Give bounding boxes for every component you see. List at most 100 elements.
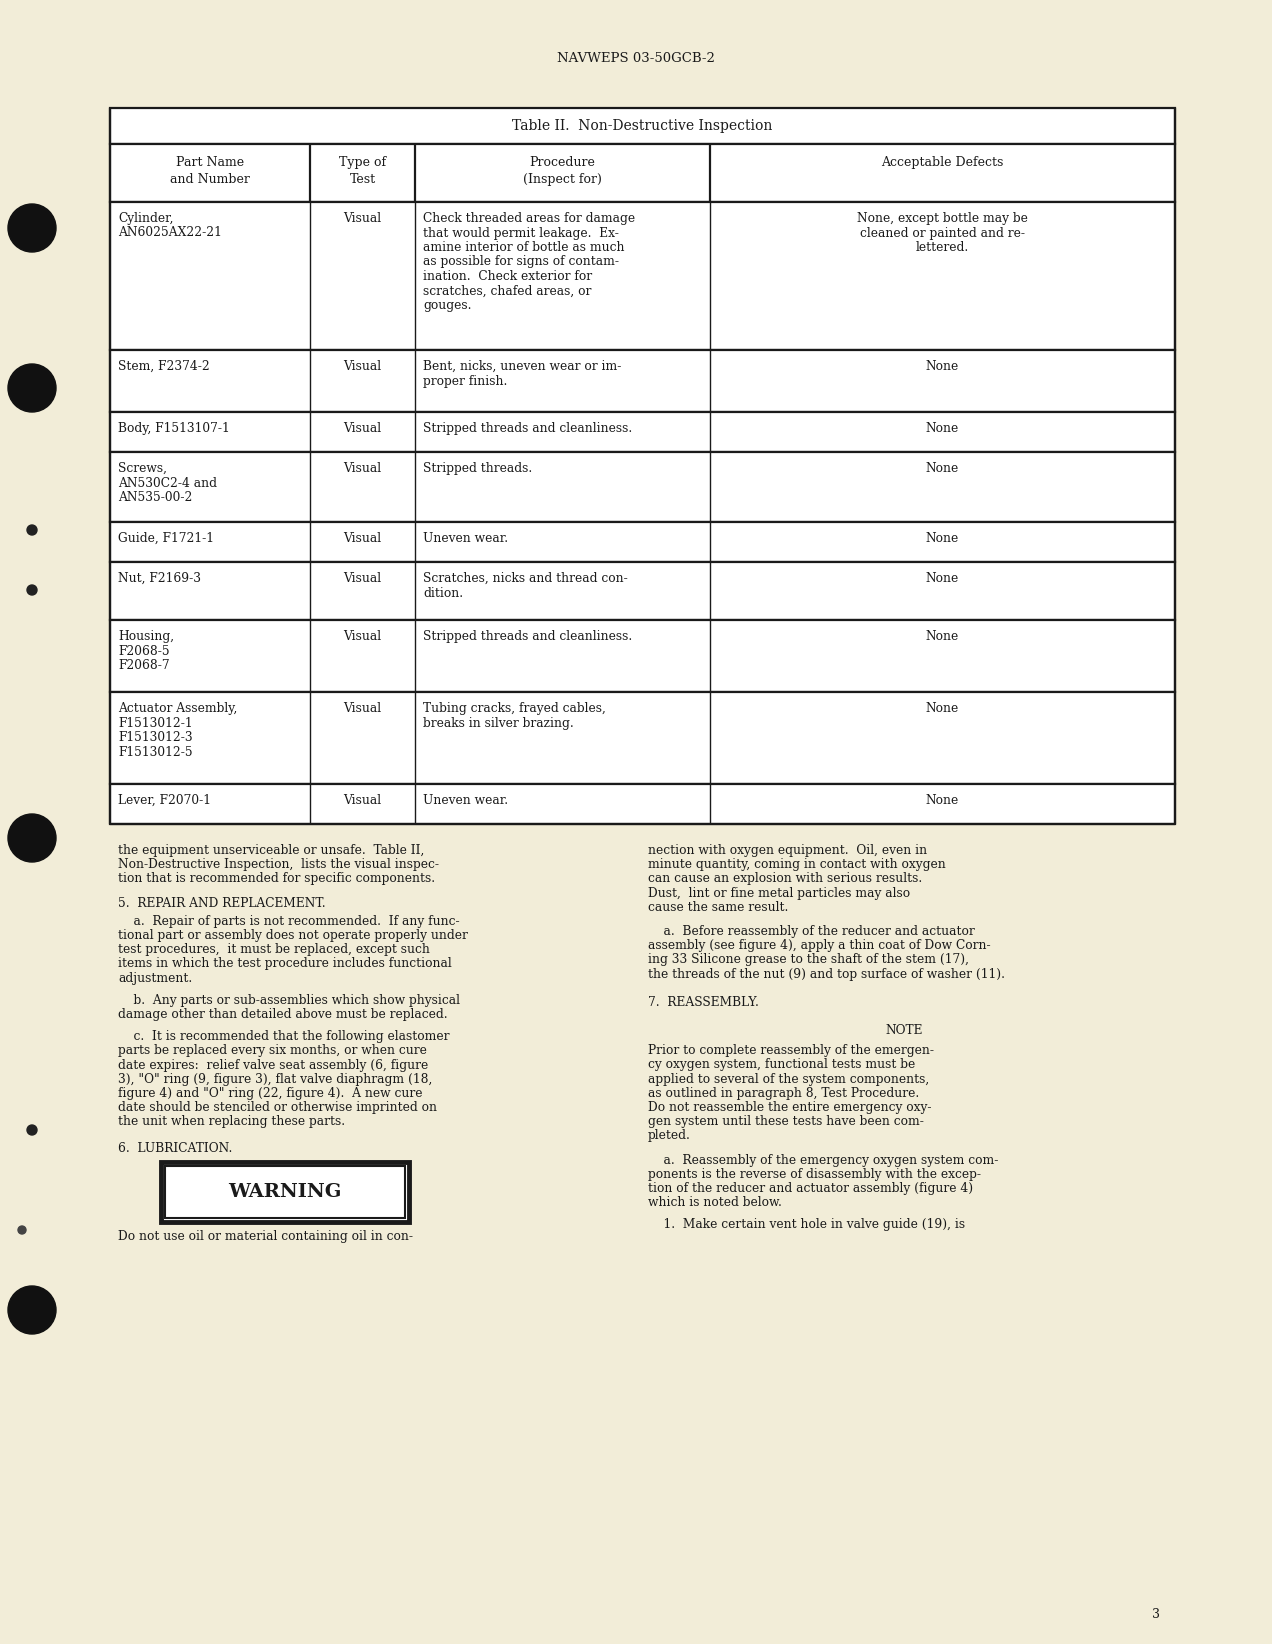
Text: NAVWEPS 03-50GCB-2: NAVWEPS 03-50GCB-2 — [557, 53, 715, 66]
Text: that would permit leakage.  Ex-: that would permit leakage. Ex- — [424, 227, 619, 240]
Circle shape — [8, 814, 56, 861]
Text: lettered.: lettered. — [916, 242, 969, 255]
Text: which is noted below.: which is noted below. — [647, 1197, 782, 1210]
Text: tion of the reducer and actuator assembly (figure 4): tion of the reducer and actuator assembl… — [647, 1182, 973, 1195]
Text: None: None — [926, 462, 959, 475]
Text: Uneven wear.: Uneven wear. — [424, 794, 508, 807]
Text: None: None — [926, 423, 959, 436]
Text: the equipment unserviceable or unsafe.  Table II,: the equipment unserviceable or unsafe. T… — [118, 843, 425, 857]
Text: Visual: Visual — [343, 630, 382, 643]
Circle shape — [27, 524, 37, 534]
Text: as possible for signs of contam-: as possible for signs of contam- — [424, 255, 619, 268]
Bar — [109, 109, 1175, 145]
Text: F1513012-5: F1513012-5 — [118, 745, 192, 758]
Text: cleaned or painted and re-: cleaned or painted and re- — [860, 227, 1025, 240]
Text: Acceptable Defects: Acceptable Defects — [881, 156, 1004, 169]
Text: the unit when replacing these parts.: the unit when replacing these parts. — [118, 1115, 345, 1128]
Text: AN530C2-4 and: AN530C2-4 and — [118, 477, 218, 490]
Text: Visual: Visual — [343, 360, 382, 373]
Text: Dust,  lint or fine metal particles may also: Dust, lint or fine metal particles may a… — [647, 886, 911, 899]
Text: tion that is recommended for specific components.: tion that is recommended for specific co… — [118, 873, 435, 886]
Text: assembly (see figure 4), apply a thin coat of Dow Corn-: assembly (see figure 4), apply a thin co… — [647, 939, 991, 952]
Text: 3: 3 — [1152, 1608, 1160, 1621]
Bar — [109, 523, 1175, 562]
Text: Do not reassemble the entire emergency oxy-: Do not reassemble the entire emergency o… — [647, 1101, 931, 1115]
Text: b.  Any parts or sub-assemblies which show physical: b. Any parts or sub-assemblies which sho… — [118, 995, 460, 1006]
Text: parts be replaced every six months, or when cure: parts be replaced every six months, or w… — [118, 1044, 427, 1057]
Text: Bent, nicks, uneven wear or im-: Bent, nicks, uneven wear or im- — [424, 360, 622, 373]
Text: None: None — [926, 533, 959, 546]
Bar — [109, 784, 1175, 824]
Bar — [109, 620, 1175, 692]
Text: None: None — [926, 572, 959, 585]
Text: cy oxygen system, functional tests must be: cy oxygen system, functional tests must … — [647, 1059, 916, 1072]
Text: damage other than detailed above must be replaced.: damage other than detailed above must be… — [118, 1008, 448, 1021]
Text: Actuator Assembly,: Actuator Assembly, — [118, 702, 238, 715]
Bar — [109, 413, 1175, 452]
Text: F2068-7: F2068-7 — [118, 659, 169, 672]
Text: items in which the test procedure includes functional: items in which the test procedure includ… — [118, 957, 452, 970]
Text: None: None — [926, 630, 959, 643]
Text: Do not use oil or material containing oil in con-: Do not use oil or material containing oi… — [118, 1230, 413, 1243]
Circle shape — [18, 1226, 25, 1235]
Text: applied to several of the system components,: applied to several of the system compone… — [647, 1072, 930, 1085]
Text: cause the same result.: cause the same result. — [647, 901, 789, 914]
Text: test procedures,  it must be replaced, except such: test procedures, it must be replaced, ex… — [118, 944, 430, 957]
Text: Nut, F2169-3: Nut, F2169-3 — [118, 572, 201, 585]
Text: Housing,: Housing, — [118, 630, 174, 643]
Text: Procedure: Procedure — [529, 156, 595, 169]
Text: Screws,: Screws, — [118, 462, 167, 475]
Text: 5.  REPAIR AND REPLACEMENT.: 5. REPAIR AND REPLACEMENT. — [118, 896, 326, 909]
Text: (Inspect for): (Inspect for) — [523, 173, 602, 186]
Circle shape — [8, 1286, 56, 1333]
Text: F2068-5: F2068-5 — [118, 644, 169, 658]
Bar — [109, 202, 1175, 350]
Text: a.  Before reassembly of the reducer and actuator: a. Before reassembly of the reducer and … — [647, 926, 974, 939]
Text: Test: Test — [350, 173, 375, 186]
Text: Stripped threads and cleanliness.: Stripped threads and cleanliness. — [424, 630, 632, 643]
Text: None, except bottle may be: None, except bottle may be — [857, 212, 1028, 225]
Bar — [109, 452, 1175, 523]
Text: 1.  Make certain vent hole in valve guide (19), is: 1. Make certain vent hole in valve guide… — [647, 1218, 965, 1231]
Text: Type of: Type of — [338, 156, 387, 169]
Text: None: None — [926, 360, 959, 373]
Text: and Number: and Number — [170, 173, 249, 186]
Text: a.  Reassembly of the emergency oxygen system com-: a. Reassembly of the emergency oxygen sy… — [647, 1154, 999, 1167]
Text: Stripped threads.: Stripped threads. — [424, 462, 532, 475]
Text: can cause an explosion with serious results.: can cause an explosion with serious resu… — [647, 873, 922, 886]
Circle shape — [8, 363, 56, 413]
Text: ination.  Check exterior for: ination. Check exterior for — [424, 270, 593, 283]
Circle shape — [27, 585, 37, 595]
Text: Stripped threads and cleanliness.: Stripped threads and cleanliness. — [424, 423, 632, 436]
Text: Guide, F1721-1: Guide, F1721-1 — [118, 533, 214, 546]
Text: Visual: Visual — [343, 794, 382, 807]
Circle shape — [27, 1124, 37, 1134]
Bar — [109, 145, 1175, 202]
Bar — [165, 1166, 404, 1218]
Text: adjustment.: adjustment. — [118, 972, 192, 985]
Text: ponents is the reverse of disassembly with the excep-: ponents is the reverse of disassembly wi… — [647, 1167, 981, 1180]
Text: F1513012-1: F1513012-1 — [118, 717, 192, 730]
Text: Check threaded areas for damage: Check threaded areas for damage — [424, 212, 635, 225]
Text: None: None — [926, 702, 959, 715]
Text: NOTE: NOTE — [885, 1024, 922, 1037]
Text: Cylinder,: Cylinder, — [118, 212, 173, 225]
Text: Scratches, nicks and thread con-: Scratches, nicks and thread con- — [424, 572, 628, 585]
Text: Uneven wear.: Uneven wear. — [424, 533, 508, 546]
Text: a.  Repair of parts is not recommended.  If any func-: a. Repair of parts is not recommended. I… — [118, 914, 459, 927]
Text: scratches, chafed areas, or: scratches, chafed areas, or — [424, 284, 591, 298]
Text: Part Name: Part Name — [176, 156, 244, 169]
Text: pleted.: pleted. — [647, 1129, 691, 1143]
Text: Non-Destructive Inspection,  lists the visual inspec-: Non-Destructive Inspection, lists the vi… — [118, 858, 439, 871]
Text: Visual: Visual — [343, 462, 382, 475]
Bar — [109, 350, 1175, 413]
Circle shape — [8, 204, 56, 252]
Bar — [162, 1162, 410, 1221]
Text: Prior to complete reassembly of the emergen-: Prior to complete reassembly of the emer… — [647, 1044, 934, 1057]
Text: date expires:  relief valve seat assembly (6, figure: date expires: relief valve seat assembly… — [118, 1059, 429, 1072]
Text: the threads of the nut (9) and top surface of washer (11).: the threads of the nut (9) and top surfa… — [647, 968, 1005, 980]
Text: 3), "O" ring (9, figure 3), flat valve diaphragm (18,: 3), "O" ring (9, figure 3), flat valve d… — [118, 1074, 432, 1085]
Text: ing 33 Silicone grease to the shaft of the stem (17),: ing 33 Silicone grease to the shaft of t… — [647, 954, 969, 967]
Text: AN6025AX22-21: AN6025AX22-21 — [118, 227, 221, 240]
Text: date should be stenciled or otherwise imprinted on: date should be stenciled or otherwise im… — [118, 1101, 438, 1115]
